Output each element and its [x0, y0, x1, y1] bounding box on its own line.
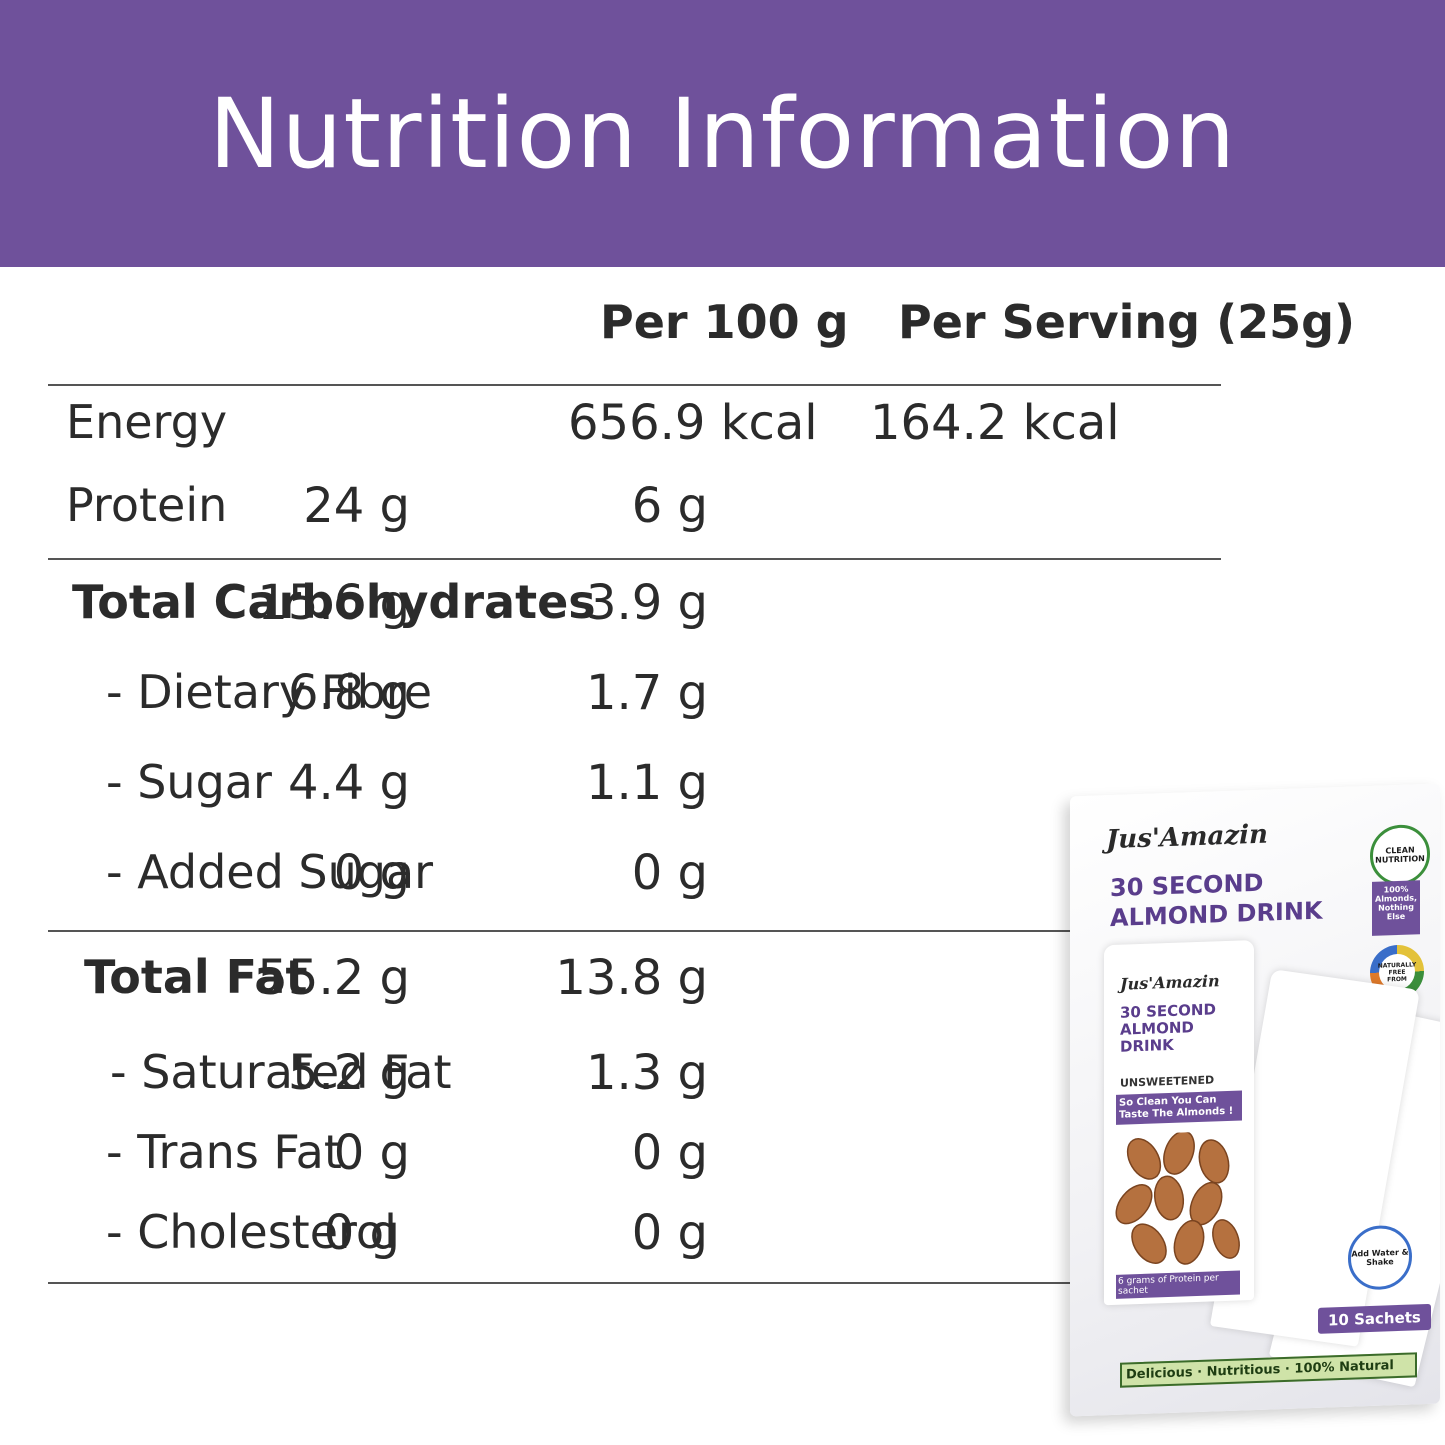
- value-per-serving: 1.7 g: [585, 665, 708, 721]
- sachet-front: Jus'Amazin 30 SECOND ALMOND DRINK UNSWEE…: [1104, 940, 1254, 1306]
- row-label: - Sugar: [106, 755, 272, 809]
- tagline-strap: Delicious · Nutritious · 100% Natural: [1120, 1352, 1417, 1388]
- sachet-title-line3: DRINK: [1120, 1035, 1174, 1056]
- table-row: - Dietary Fibre 6.8 g 1.7 g: [0, 665, 1100, 735]
- value-per-serving: 3.9 g: [585, 575, 708, 631]
- sachet-tagline: So Clean You Can Taste The Almonds !: [1116, 1090, 1242, 1125]
- sachet-brand: Jus'Amazin: [1120, 971, 1220, 994]
- table-row: - Cholesterol 0 g 0 g: [0, 1205, 1100, 1275]
- sachet-subtitle: UNSWEETENED: [1120, 1073, 1215, 1090]
- value-per-100g: 0 g: [333, 1125, 410, 1181]
- row-label: - Saturated Fat: [110, 1045, 452, 1099]
- value-per-serving: 0 g: [631, 1125, 708, 1181]
- table-row: Energy 656.9 kcal 164.2 kcal: [0, 395, 1120, 465]
- pack-title: 30 SECOND ALMOND DRINK: [1110, 866, 1323, 933]
- value-per-100g: 0 g: [323, 1205, 400, 1261]
- value-per-100g: 24 g: [303, 478, 410, 534]
- sachet-title: 30 SECOND ALMOND DRINK: [1120, 1000, 1216, 1056]
- brand-logo: Jus'Amazin: [1106, 819, 1268, 856]
- value-per-100g: 5.2 g: [287, 1045, 410, 1101]
- value-per-serving: 1.3 g: [585, 1045, 708, 1101]
- almonds-icon: [1115, 1130, 1240, 1265]
- row-label: Energy: [66, 395, 228, 449]
- column-header-per-100g: Per 100 g: [600, 295, 849, 349]
- table-row: - Saturated Fat 5.2 g 1.3 g: [0, 1045, 1100, 1115]
- header-divider: [48, 384, 1221, 386]
- title-banner: Nutrition Information: [0, 0, 1445, 267]
- value-per-100g: 4.4 g: [287, 755, 410, 811]
- value-per-100g: 55.2 g: [257, 950, 410, 1006]
- pack-title-line2: ALMOND DRINK: [1110, 896, 1323, 933]
- table-row: - Added Sugar 0 g 0 g: [0, 845, 1100, 915]
- value-per-serving: 164.2 kcal: [870, 395, 1120, 451]
- table-row: Total Carbohydrates 15.6 g 3.9 g: [0, 575, 1100, 645]
- section-divider: [48, 930, 1078, 932]
- row-label: - Dietary Fibre: [106, 665, 432, 719]
- value-per-serving: 0 g: [631, 1205, 708, 1261]
- value-per-100g: 6.8 g: [287, 665, 410, 721]
- row-label: Total Fat: [84, 950, 308, 1004]
- table-row: - Sugar 4.4 g 1.1 g: [0, 755, 1100, 825]
- value-per-serving: 1.1 g: [585, 755, 708, 811]
- row-label: - Added Sugar: [106, 845, 434, 899]
- sachet-protein-note: 6 grams of Protein per sachet: [1116, 1270, 1240, 1299]
- value-per-serving: 6 g: [631, 478, 708, 534]
- column-header-per-serving: Per Serving (25g): [898, 295, 1356, 349]
- table-row: Total Fat 55.2 g 13.8 g: [0, 950, 1100, 1020]
- almonds-ribbon: 100% Almonds, Nothing Else: [1372, 880, 1420, 936]
- value-per-serving: 13.8 g: [555, 950, 708, 1006]
- row-label: Protein: [66, 478, 228, 532]
- value-per-100g: 15.6 g: [257, 575, 410, 631]
- page-title: Nutrition Information: [208, 77, 1237, 190]
- value-per-100g: 656.9 kcal: [568, 395, 818, 451]
- row-label: - Cholesterol: [106, 1205, 397, 1259]
- value-per-100g: 0 g: [333, 845, 410, 901]
- sachets-count-label: 10 Sachets: [1318, 1303, 1431, 1334]
- value-per-serving: 0 g: [631, 845, 708, 901]
- table-row: Protein 24 g 6 g: [0, 478, 1100, 548]
- product-pack-image: Jus'Amazin 30 SECOND ALMOND DRINK CLEAN …: [1070, 783, 1440, 1417]
- row-label: Total Carbohydrates: [72, 575, 596, 629]
- row-label: - Trans Fat: [106, 1125, 342, 1179]
- section-divider: [48, 558, 1221, 560]
- table-row: - Trans Fat 0 g 0 g: [0, 1125, 1100, 1195]
- clean-nutrition-badge: CLEAN NUTRITION: [1370, 823, 1430, 886]
- table-bottom-divider: [48, 1282, 1083, 1284]
